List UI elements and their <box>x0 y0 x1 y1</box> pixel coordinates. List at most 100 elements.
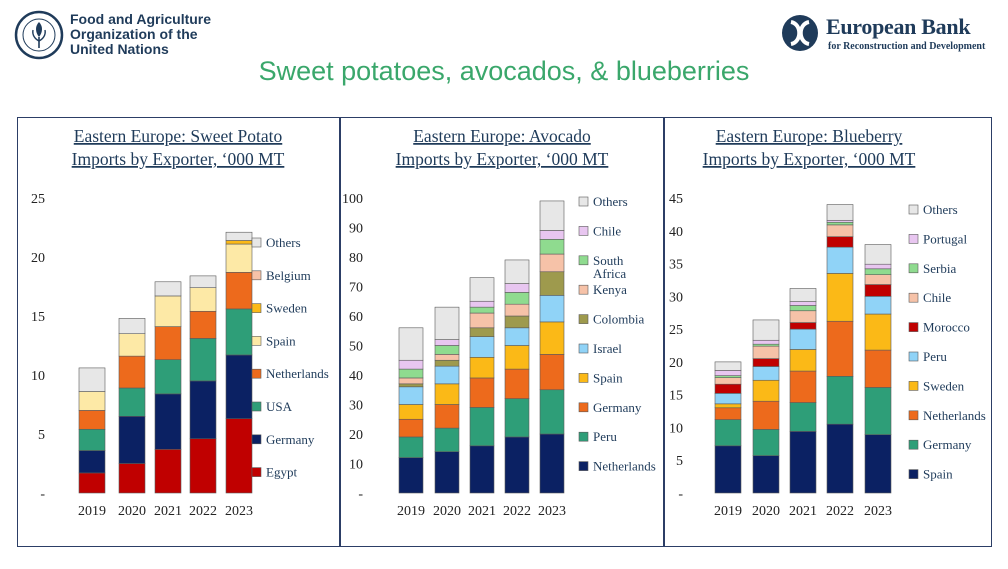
legend-swatch <box>578 402 589 413</box>
legend-item: Peru <box>908 349 947 364</box>
legend-item: Chile <box>578 223 621 238</box>
bar-segment-spain <box>826 423 854 494</box>
bar-segment-spain <box>225 243 253 273</box>
bar-segment-israel <box>539 295 565 323</box>
bar-segment-peru <box>539 389 565 435</box>
legend-label: USA <box>266 399 293 414</box>
bar-segment-germany <box>398 418 424 438</box>
bar-segment-morocco <box>826 236 854 248</box>
bar-segment-chile <box>826 224 854 237</box>
bar-segment-sweden <box>789 349 817 372</box>
legend-item: Kenya <box>578 282 627 297</box>
chart-title-line: Eastern Europe: Blueberry <box>716 126 903 146</box>
bar-segment-netherlands <box>434 451 460 494</box>
y-tick-label: 20 <box>31 251 45 266</box>
bar-segment-serbia <box>789 305 817 312</box>
legend-swatch <box>251 336 262 346</box>
y-tick-label: 35 <box>669 258 683 273</box>
bar-segment-germany <box>118 415 146 464</box>
ebrd-header: European Bank for Reconstruction and Dev… <box>780 12 1000 56</box>
bar-segment-netherlands <box>714 407 742 420</box>
bar-segment-netherlands <box>789 370 817 403</box>
bar-segment-spain <box>434 383 460 405</box>
bar-segment-israel <box>434 365 460 385</box>
legend-label: Peru <box>593 429 617 444</box>
legend-item: Sweden <box>251 301 308 316</box>
legend-item: Netherlands <box>251 366 329 381</box>
bar-segment-sweden <box>826 273 854 322</box>
bar-segment-others <box>469 277 495 302</box>
page-title: Sweet potatoes, avocados, & blueberries <box>258 56 750 86</box>
bar-segment-others <box>752 319 780 341</box>
bar-segment-others <box>118 318 146 335</box>
x-tick-label: 2019 <box>78 504 106 519</box>
legend-swatch <box>908 234 919 244</box>
chart-title-line: Eastern Europe: Avocado <box>413 126 591 146</box>
y-tick-label: 80 <box>349 251 363 266</box>
bar-segment-chile <box>469 300 495 308</box>
legend-swatch <box>908 263 919 274</box>
chart-title-line: Eastern Europe: Sweet Potato <box>74 126 283 146</box>
x-tick-label: 2019 <box>714 504 742 519</box>
bar-segment-usa <box>189 338 217 382</box>
bar-segment-peru <box>398 436 424 458</box>
bar-segment-spain <box>714 445 742 494</box>
y-tick-label: 60 <box>349 310 363 325</box>
fao-name-line-1: Food and Agriculture <box>70 11 212 27</box>
legend-item: Colombia <box>578 312 645 327</box>
legend-swatch <box>908 351 919 362</box>
bar-segment-spain <box>398 404 424 420</box>
bar-segment-usa <box>78 428 106 451</box>
legend-item: Netherlands <box>908 408 986 423</box>
fao-header: Food and Agriculture Organization of the… <box>14 10 214 62</box>
legend-swatch <box>578 461 589 471</box>
legend-item: Spain <box>251 333 296 348</box>
bar-segment-chile <box>789 310 817 323</box>
ebrd-logo-icon <box>782 15 818 51</box>
legend-label: Netherlands <box>593 459 656 474</box>
y-tick-label: 5 <box>676 454 683 469</box>
bar-segment-netherlands <box>826 320 854 377</box>
legend-label: Others <box>923 202 958 217</box>
legend-item: Chile <box>908 290 951 305</box>
bar-segment-chile <box>504 283 530 293</box>
bar-segment-morocco <box>714 383 742 394</box>
bar-segment-south-africa <box>434 345 460 355</box>
ebrd-name: European Bank <box>826 14 971 39</box>
y-tick-label: - <box>358 487 363 502</box>
legend-swatch <box>251 270 262 281</box>
legend-swatch <box>908 469 919 479</box>
bar-segment-south-africa <box>504 292 530 305</box>
legend-swatch <box>251 237 262 248</box>
x-tick-label: 2020 <box>752 504 780 519</box>
legend-swatch <box>908 322 919 332</box>
bar-segment-colombia <box>504 315 530 329</box>
x-tick-label: 2021 <box>468 504 496 519</box>
bar-segment-netherlands <box>864 349 892 388</box>
bar-segment-others <box>398 327 424 361</box>
legend-label: Portugal <box>923 231 967 246</box>
bar-segment-morocco <box>864 284 892 297</box>
bar-segment-serbia <box>826 221 854 226</box>
bar-segment-germany <box>714 419 742 447</box>
legend-label: Spain <box>593 370 623 385</box>
legend-label: Netherlands <box>923 408 986 423</box>
x-tick-label: 2020 <box>118 504 146 519</box>
bar-segment-germany <box>826 376 854 425</box>
bar-segment-netherlands <box>752 400 780 430</box>
y-tick-label: 10 <box>349 458 363 473</box>
y-tick-label: 20 <box>349 428 363 443</box>
bar-segment-israel <box>469 336 495 358</box>
legend-item: Germany <box>578 400 642 415</box>
bar-segment-spain <box>154 295 182 327</box>
legend-swatch <box>908 439 919 450</box>
legend-item: USA <box>251 399 293 414</box>
bar-segment-germany <box>469 377 495 408</box>
legend-label: Morocco <box>923 320 970 335</box>
y-tick-label: 90 <box>349 222 363 237</box>
bar-segment-portugal <box>864 263 892 270</box>
legend-item: Portugal <box>908 231 967 246</box>
bar-segment-netherlands <box>78 410 106 430</box>
bar-segment-egypt <box>225 418 253 494</box>
